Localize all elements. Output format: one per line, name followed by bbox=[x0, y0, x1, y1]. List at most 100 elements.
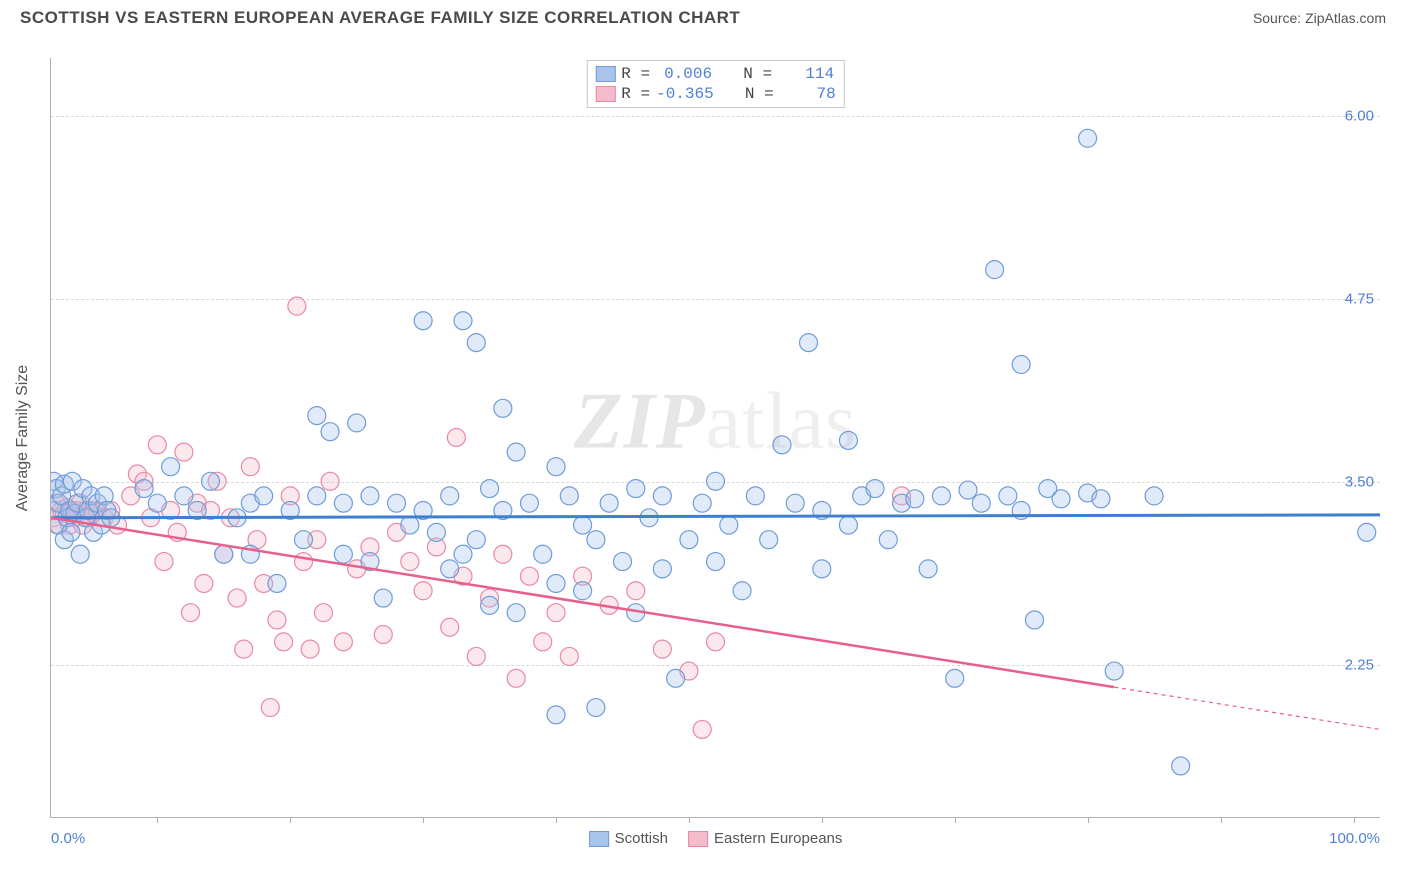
data-point bbox=[547, 706, 565, 724]
data-point bbox=[175, 487, 193, 505]
legend-label-eastern: Eastern Europeans bbox=[714, 830, 842, 847]
x-tick bbox=[290, 817, 291, 823]
data-point bbox=[720, 516, 738, 534]
legend-r-label: R = bbox=[621, 65, 650, 83]
data-point bbox=[321, 423, 339, 441]
x-tick bbox=[1354, 817, 1355, 823]
x-tick bbox=[556, 817, 557, 823]
data-point bbox=[71, 545, 89, 563]
data-point bbox=[401, 516, 419, 534]
data-point bbox=[241, 458, 259, 476]
legend-label-scottish: Scottish bbox=[615, 830, 668, 847]
legend-row-scottish: R = 0.006 N = 114 bbox=[595, 64, 835, 84]
data-point bbox=[733, 582, 751, 600]
data-point bbox=[261, 699, 279, 717]
data-point bbox=[374, 626, 392, 644]
data-point bbox=[786, 494, 804, 512]
data-point bbox=[235, 640, 253, 658]
title-bar: SCOTTISH VS EASTERN EUROPEAN AVERAGE FAM… bbox=[0, 0, 1406, 32]
data-point bbox=[999, 487, 1017, 505]
legend-n-label: N = bbox=[745, 85, 774, 103]
data-point bbox=[693, 720, 711, 738]
data-point bbox=[760, 531, 778, 549]
data-point bbox=[520, 567, 538, 585]
data-point bbox=[534, 633, 552, 651]
data-point bbox=[1358, 523, 1376, 541]
data-point bbox=[986, 261, 1004, 279]
data-point bbox=[268, 611, 286, 629]
data-point bbox=[707, 633, 725, 651]
legend-item-scottish: Scottish bbox=[589, 830, 668, 847]
data-point bbox=[773, 436, 791, 454]
data-point bbox=[255, 487, 273, 505]
data-point bbox=[1145, 487, 1163, 505]
data-point bbox=[667, 669, 685, 687]
x-tick bbox=[822, 817, 823, 823]
data-point bbox=[1012, 356, 1030, 374]
data-point bbox=[574, 582, 592, 600]
legend-r-label: R = bbox=[621, 85, 650, 103]
data-point bbox=[1105, 662, 1123, 680]
data-point bbox=[746, 487, 764, 505]
data-point bbox=[467, 334, 485, 352]
data-point bbox=[182, 604, 200, 622]
x-tick bbox=[423, 817, 424, 823]
data-point bbox=[932, 487, 950, 505]
data-point bbox=[613, 553, 631, 571]
data-point bbox=[454, 312, 472, 330]
legend-correlation: R = 0.006 N = 114 R = -0.365 N = 78 bbox=[586, 60, 844, 108]
data-point bbox=[374, 589, 392, 607]
data-point bbox=[600, 494, 618, 512]
plot-area: Average Family Size 2.253.504.756.00 0.0… bbox=[50, 58, 1380, 818]
trend-line bbox=[51, 515, 1380, 518]
x-label-min: 0.0% bbox=[51, 830, 85, 847]
legend-swatch-eastern bbox=[595, 86, 615, 102]
y-axis-title: Average Family Size bbox=[14, 364, 32, 510]
data-point bbox=[534, 545, 552, 563]
data-point bbox=[494, 399, 512, 417]
data-point bbox=[148, 436, 166, 454]
data-point bbox=[587, 699, 605, 717]
data-point bbox=[308, 407, 326, 425]
data-point bbox=[972, 494, 990, 512]
data-point bbox=[388, 494, 406, 512]
data-point bbox=[301, 640, 319, 658]
data-point bbox=[447, 429, 465, 447]
data-point bbox=[361, 487, 379, 505]
legend-n-value-scottish: 114 bbox=[778, 65, 834, 83]
data-point bbox=[321, 472, 339, 490]
data-point bbox=[275, 633, 293, 651]
data-point bbox=[839, 431, 857, 449]
data-point bbox=[627, 582, 645, 600]
x-tick bbox=[689, 817, 690, 823]
data-point bbox=[441, 487, 459, 505]
data-point bbox=[334, 494, 352, 512]
data-point bbox=[314, 604, 332, 622]
data-point bbox=[228, 589, 246, 607]
data-point bbox=[467, 531, 485, 549]
data-point bbox=[574, 516, 592, 534]
data-point bbox=[800, 334, 818, 352]
data-point bbox=[155, 553, 173, 571]
data-point bbox=[866, 480, 884, 498]
data-point bbox=[653, 560, 671, 578]
data-point bbox=[839, 516, 857, 534]
data-point bbox=[148, 494, 166, 512]
data-point bbox=[959, 481, 977, 499]
data-point bbox=[288, 297, 306, 315]
data-point bbox=[507, 604, 525, 622]
data-point bbox=[1052, 490, 1070, 508]
data-point bbox=[427, 523, 445, 541]
legend-swatch-eastern-b bbox=[688, 831, 708, 847]
data-point bbox=[201, 472, 219, 490]
data-point bbox=[1079, 129, 1097, 147]
data-point bbox=[481, 596, 499, 614]
data-point bbox=[308, 487, 326, 505]
legend-r-value-scottish: 0.006 bbox=[656, 65, 712, 83]
legend-item-eastern: Eastern Europeans bbox=[688, 830, 842, 847]
data-point bbox=[494, 545, 512, 563]
data-point bbox=[627, 480, 645, 498]
data-point bbox=[454, 545, 472, 563]
data-point bbox=[906, 490, 924, 508]
data-point bbox=[135, 480, 153, 498]
